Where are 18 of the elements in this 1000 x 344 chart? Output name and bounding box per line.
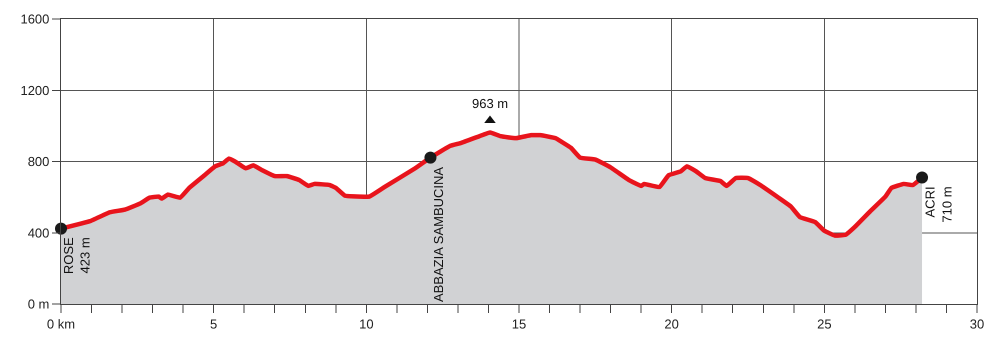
annotation: ABBAZIA SAMBUCINA: [430, 166, 446, 302]
x-tick-label: 5: [210, 316, 218, 332]
y-tick-label: 0 m: [28, 296, 50, 312]
point: [424, 152, 436, 164]
annotation: ROSE 423 m: [60, 236, 93, 274]
y-tick-label: 800: [28, 154, 50, 170]
y-tick-label: 1600: [20, 12, 50, 27]
x-tick-label: 0 km: [46, 316, 76, 332]
y-tick-label: 400: [28, 225, 50, 240]
x-tick-label: 20: [664, 316, 679, 332]
y-tick-label: 1200: [20, 82, 50, 98]
x-tick-label: 25: [817, 316, 832, 332]
annotation: ACRI 710 m: [922, 186, 954, 223]
x-tick-label: 15: [512, 316, 526, 332]
x-tick-label: 10: [359, 316, 374, 332]
point: [916, 172, 928, 184]
annotation: 963 m: [472, 96, 508, 111]
x-tick-label: 30: [970, 316, 984, 332]
